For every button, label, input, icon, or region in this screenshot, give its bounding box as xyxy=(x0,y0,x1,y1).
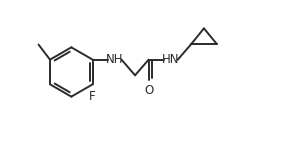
Text: HN: HN xyxy=(162,53,179,66)
Text: O: O xyxy=(144,84,153,97)
Text: F: F xyxy=(89,90,96,103)
Text: NH: NH xyxy=(106,53,124,66)
